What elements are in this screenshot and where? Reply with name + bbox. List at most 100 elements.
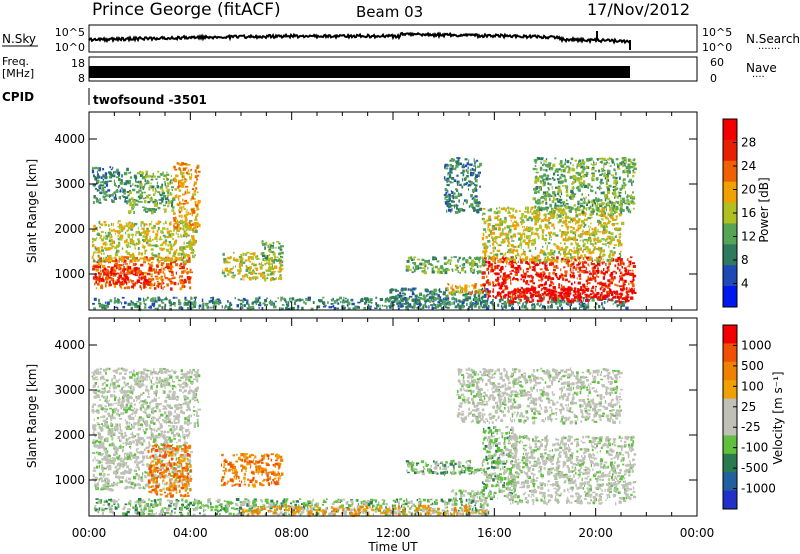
data-cells-1-10-4 bbox=[457, 367, 623, 425]
data-cells-1-1-8 bbox=[147, 444, 192, 498]
y-tick-label-0-0: 1000 bbox=[54, 267, 85, 281]
data-cells-0-2-4 bbox=[91, 220, 197, 264]
data-cells-0-15-4 bbox=[481, 206, 625, 264]
data-cells-1-6-3 bbox=[407, 459, 487, 477]
data-cells-1-2-7 bbox=[221, 453, 284, 487]
data-cells-1-5-6 bbox=[241, 504, 487, 518]
colorbar-segment-1-9 bbox=[723, 490, 737, 510]
colorbar-frame-1 bbox=[722, 324, 738, 510]
data-cells-1-8-2 bbox=[482, 426, 517, 501]
y-tick-label-1-0: 1000 bbox=[54, 473, 85, 487]
y-tick-label-0-3: 4000 bbox=[54, 132, 85, 146]
data-cells-0-14-8 bbox=[507, 287, 637, 304]
freq-tick-top: 18 bbox=[71, 57, 85, 70]
x-axis-label: Time UT bbox=[367, 540, 418, 554]
data-cells-0-11-5 bbox=[447, 283, 486, 295]
data-cells-0-7-3 bbox=[261, 241, 284, 262]
data-cells-0-14-7 bbox=[508, 287, 635, 305]
data-cells-0-16-2 bbox=[533, 157, 637, 214]
y-tick-label-1-3: 4000 bbox=[54, 338, 85, 352]
power-axes: 1000 2000 3000 4000 bbox=[54, 112, 698, 310]
nsky-line bbox=[88, 31, 631, 50]
velocity-data bbox=[91, 367, 637, 518]
colorbar-segment-1-0 bbox=[723, 325, 737, 344]
colorbar-segment-0-1 bbox=[723, 139, 737, 162]
station-title: Prince George (fitACF) bbox=[92, 0, 281, 20]
colorbar-tick-label-0-2: 20 bbox=[741, 183, 756, 197]
x-tick-label-0: 00:00 bbox=[72, 526, 107, 540]
nave-dots: ···· bbox=[752, 72, 765, 83]
data-cells-0-6-4 bbox=[224, 251, 284, 282]
data-cells-0-9-2 bbox=[388, 287, 488, 309]
nsky-panel: N.Sky 10^5 10^0 10^5 10^0 N.Search ·····… bbox=[2, 24, 800, 55]
colorbar-tick-label-1-1: 500 bbox=[741, 359, 764, 373]
colorbar-tick-label-1-4: -25 bbox=[741, 420, 761, 434]
data-cells-0-1-7 bbox=[94, 263, 152, 286]
colorbar-segment-1-7 bbox=[723, 453, 737, 473]
velocity-axes: 00:00 04:00 08:00 12:00 16:00 20:00 00:00 1000 2… bbox=[54, 318, 714, 540]
nave-tick-bottom: 0 bbox=[710, 72, 717, 85]
x-tick-label-2: 08:00 bbox=[274, 526, 309, 540]
nsearch-dots: ······· bbox=[758, 44, 780, 55]
power-colorbar-label: Power [dB] bbox=[757, 177, 771, 242]
x-tick-label-4: 16:00 bbox=[477, 526, 512, 540]
nave-tick-top: 60 bbox=[710, 56, 724, 69]
nsky-tick-bottom: 10^0 bbox=[55, 41, 85, 54]
data-cells-0-11-6 bbox=[448, 283, 486, 295]
power-data bbox=[91, 157, 637, 312]
velocity-colorbar-label: Velocity [m s⁻¹] bbox=[771, 371, 785, 464]
velocity-ylabel: Slant Range [km] bbox=[25, 364, 39, 468]
colorbar-tick-label-1-3: 25 bbox=[741, 400, 756, 414]
data-cells-0-7-4 bbox=[261, 241, 283, 261]
colorbar-tick-label-0-0: 28 bbox=[741, 136, 756, 150]
x-tick-label-6: 00:00 bbox=[680, 526, 715, 540]
y-tick-label-1-2: 3000 bbox=[54, 383, 85, 397]
nsearch-tick-top: 10^5 bbox=[702, 26, 732, 39]
freq-panel: Freq. [MHz] 18 8 60 0 Nave ···· bbox=[2, 55, 777, 85]
colorbar-segment-0-7 bbox=[723, 265, 737, 287]
data-cells-1-5-7 bbox=[241, 504, 486, 517]
data-cells-1-4-3 bbox=[93, 498, 489, 517]
y-tick-label-1-1: 2000 bbox=[54, 428, 85, 442]
beam-title: Beam 03 bbox=[356, 3, 423, 21]
colorbar-tick-label-1-2: 100 bbox=[741, 379, 764, 393]
data-cells-0-10-3 bbox=[405, 256, 487, 275]
data-cells-0-13-7 bbox=[481, 256, 636, 300]
data-cells-0-6-5 bbox=[222, 251, 283, 281]
colorbar-tick-label-0-1: 24 bbox=[741, 159, 756, 173]
nave-bar bbox=[89, 66, 630, 78]
y-tick-label-0-1: 2000 bbox=[54, 222, 85, 236]
x-tick-label-3: 12:00 bbox=[376, 526, 411, 540]
colorbar-segment-1-2 bbox=[723, 361, 737, 381]
colorbar-tick-label-1-7: -1000 bbox=[741, 482, 776, 496]
x-tick-label-5: 20:00 bbox=[578, 526, 613, 540]
data-cells-1-8-3 bbox=[481, 426, 518, 499]
colorbar-segment-0-6 bbox=[723, 244, 737, 266]
power-panel: 1000 2000 3000 4000 Slant Range [km] 28 24 20… bbox=[25, 111, 771, 312]
colorbar-tick-label-0-5: 8 bbox=[741, 253, 749, 267]
data-cells-0-12-2 bbox=[445, 158, 482, 213]
nave-label: Nave bbox=[746, 61, 777, 75]
data-cells-0-8-3 bbox=[93, 296, 627, 312]
data-cells-1-8-4 bbox=[481, 426, 517, 500]
colorbar-segment-0-2 bbox=[723, 160, 737, 183]
colorbar-segment-0-5 bbox=[723, 223, 737, 245]
colorbar-segment-0-0 bbox=[723, 119, 737, 141]
nsky-tick-top: 10^5 bbox=[55, 26, 85, 39]
data-cells-0-0-6 bbox=[92, 256, 193, 291]
nsky-label: N.Sky bbox=[2, 32, 36, 46]
data-cells-0-12-3 bbox=[444, 158, 482, 214]
data-cells-0-1-8 bbox=[94, 263, 153, 285]
velocity-colorbar: 1000 500 100 25 -25 -100 -500 -1000 bbox=[722, 324, 776, 510]
data-cells-1-1-7 bbox=[147, 444, 193, 498]
colorbar-tick-label-0-6: 4 bbox=[741, 277, 749, 291]
colorbar-tick-label-1-5: -100 bbox=[741, 441, 768, 455]
colorbar-segment-0-4 bbox=[723, 202, 737, 224]
date-title: 17/Nov/2012 bbox=[587, 0, 690, 19]
data-cells-0-15-5 bbox=[481, 206, 623, 264]
data-cells-0-16-3 bbox=[532, 157, 637, 214]
colorbar-tick-label-0-3: 16 bbox=[741, 206, 756, 220]
colorbar-tick-label-1-6: -500 bbox=[741, 461, 768, 475]
data-cells-1-3-4 bbox=[91, 367, 199, 430]
